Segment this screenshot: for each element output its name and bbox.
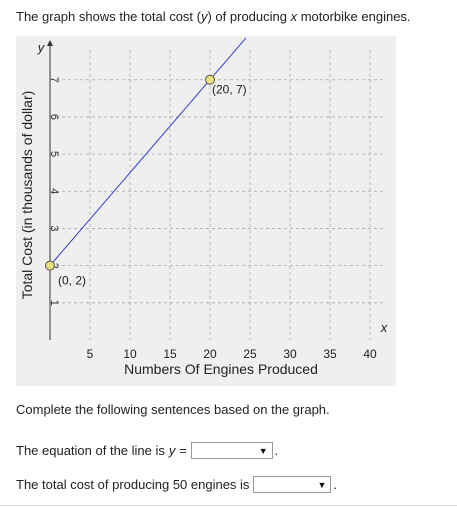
intro-text-1: The graph shows the total cost ( xyxy=(16,9,201,24)
data-point xyxy=(205,74,215,85)
y-axis-var: y xyxy=(37,40,46,55)
line-chart: 5101520253035401234567yxNumbers Of Engin… xyxy=(19,37,388,377)
chevron-down-icon: ▼ xyxy=(258,445,268,456)
divider xyxy=(0,505,457,506)
data-label: (20, 7) xyxy=(212,83,247,97)
intro-text-2: ) of producing xyxy=(207,9,291,24)
sentence-cost: The total cost of producing 50 engines i… xyxy=(16,476,337,493)
equation-var: y = xyxy=(168,443,187,458)
equation-label: The equation of the line is xyxy=(16,443,165,458)
question-intro: The graph shows the total cost (y) of pr… xyxy=(16,9,411,24)
intro-var-x: x xyxy=(290,9,298,24)
x-axis-var: x xyxy=(380,320,388,335)
y-axis-arrow xyxy=(47,40,53,46)
equation-dropdown[interactable]: ▼ xyxy=(190,442,273,459)
period: . xyxy=(274,443,279,458)
y-tick-label: 1 xyxy=(48,300,60,306)
sentence-equation: The equation of the line is y = ▼ . xyxy=(16,442,278,459)
y-tick-label: 6 xyxy=(48,114,60,120)
x-tick-label: 10 xyxy=(123,347,137,361)
x-tick-label: 15 xyxy=(163,347,177,361)
intro-text-3: motorbike engines. xyxy=(297,9,411,24)
cost-dropdown[interactable]: ▼ xyxy=(253,476,332,493)
data-point xyxy=(45,260,55,271)
x-tick-label: 35 xyxy=(323,347,337,361)
intro-var-y: y xyxy=(200,9,208,24)
y-tick-label: 5 xyxy=(48,151,60,157)
x-tick-label: 40 xyxy=(363,347,377,361)
data-label: (0, 2) xyxy=(58,274,86,288)
y-axis-label: Total Cost (in thousands of dollar) xyxy=(19,91,35,300)
chevron-down-icon: ▼ xyxy=(317,479,327,490)
cost-label: The total cost of producing 50 engines i… xyxy=(16,477,250,492)
period: . xyxy=(333,477,338,492)
x-tick-label: 30 xyxy=(283,347,297,361)
y-tick-label: 7 xyxy=(48,77,60,83)
x-tick-label: 25 xyxy=(243,347,257,361)
y-tick-label: 4 xyxy=(48,188,60,194)
series-line xyxy=(49,37,247,266)
chart-panel: 5101520253035401234567yxNumbers Of Engin… xyxy=(16,36,396,386)
x-tick-label: 5 xyxy=(87,347,94,361)
x-tick-label: 20 xyxy=(203,347,217,361)
x-axis-label: Numbers Of Engines Produced xyxy=(124,361,318,377)
instructions: Complete the following sentences based o… xyxy=(16,402,330,417)
y-tick-label: 3 xyxy=(48,225,60,231)
